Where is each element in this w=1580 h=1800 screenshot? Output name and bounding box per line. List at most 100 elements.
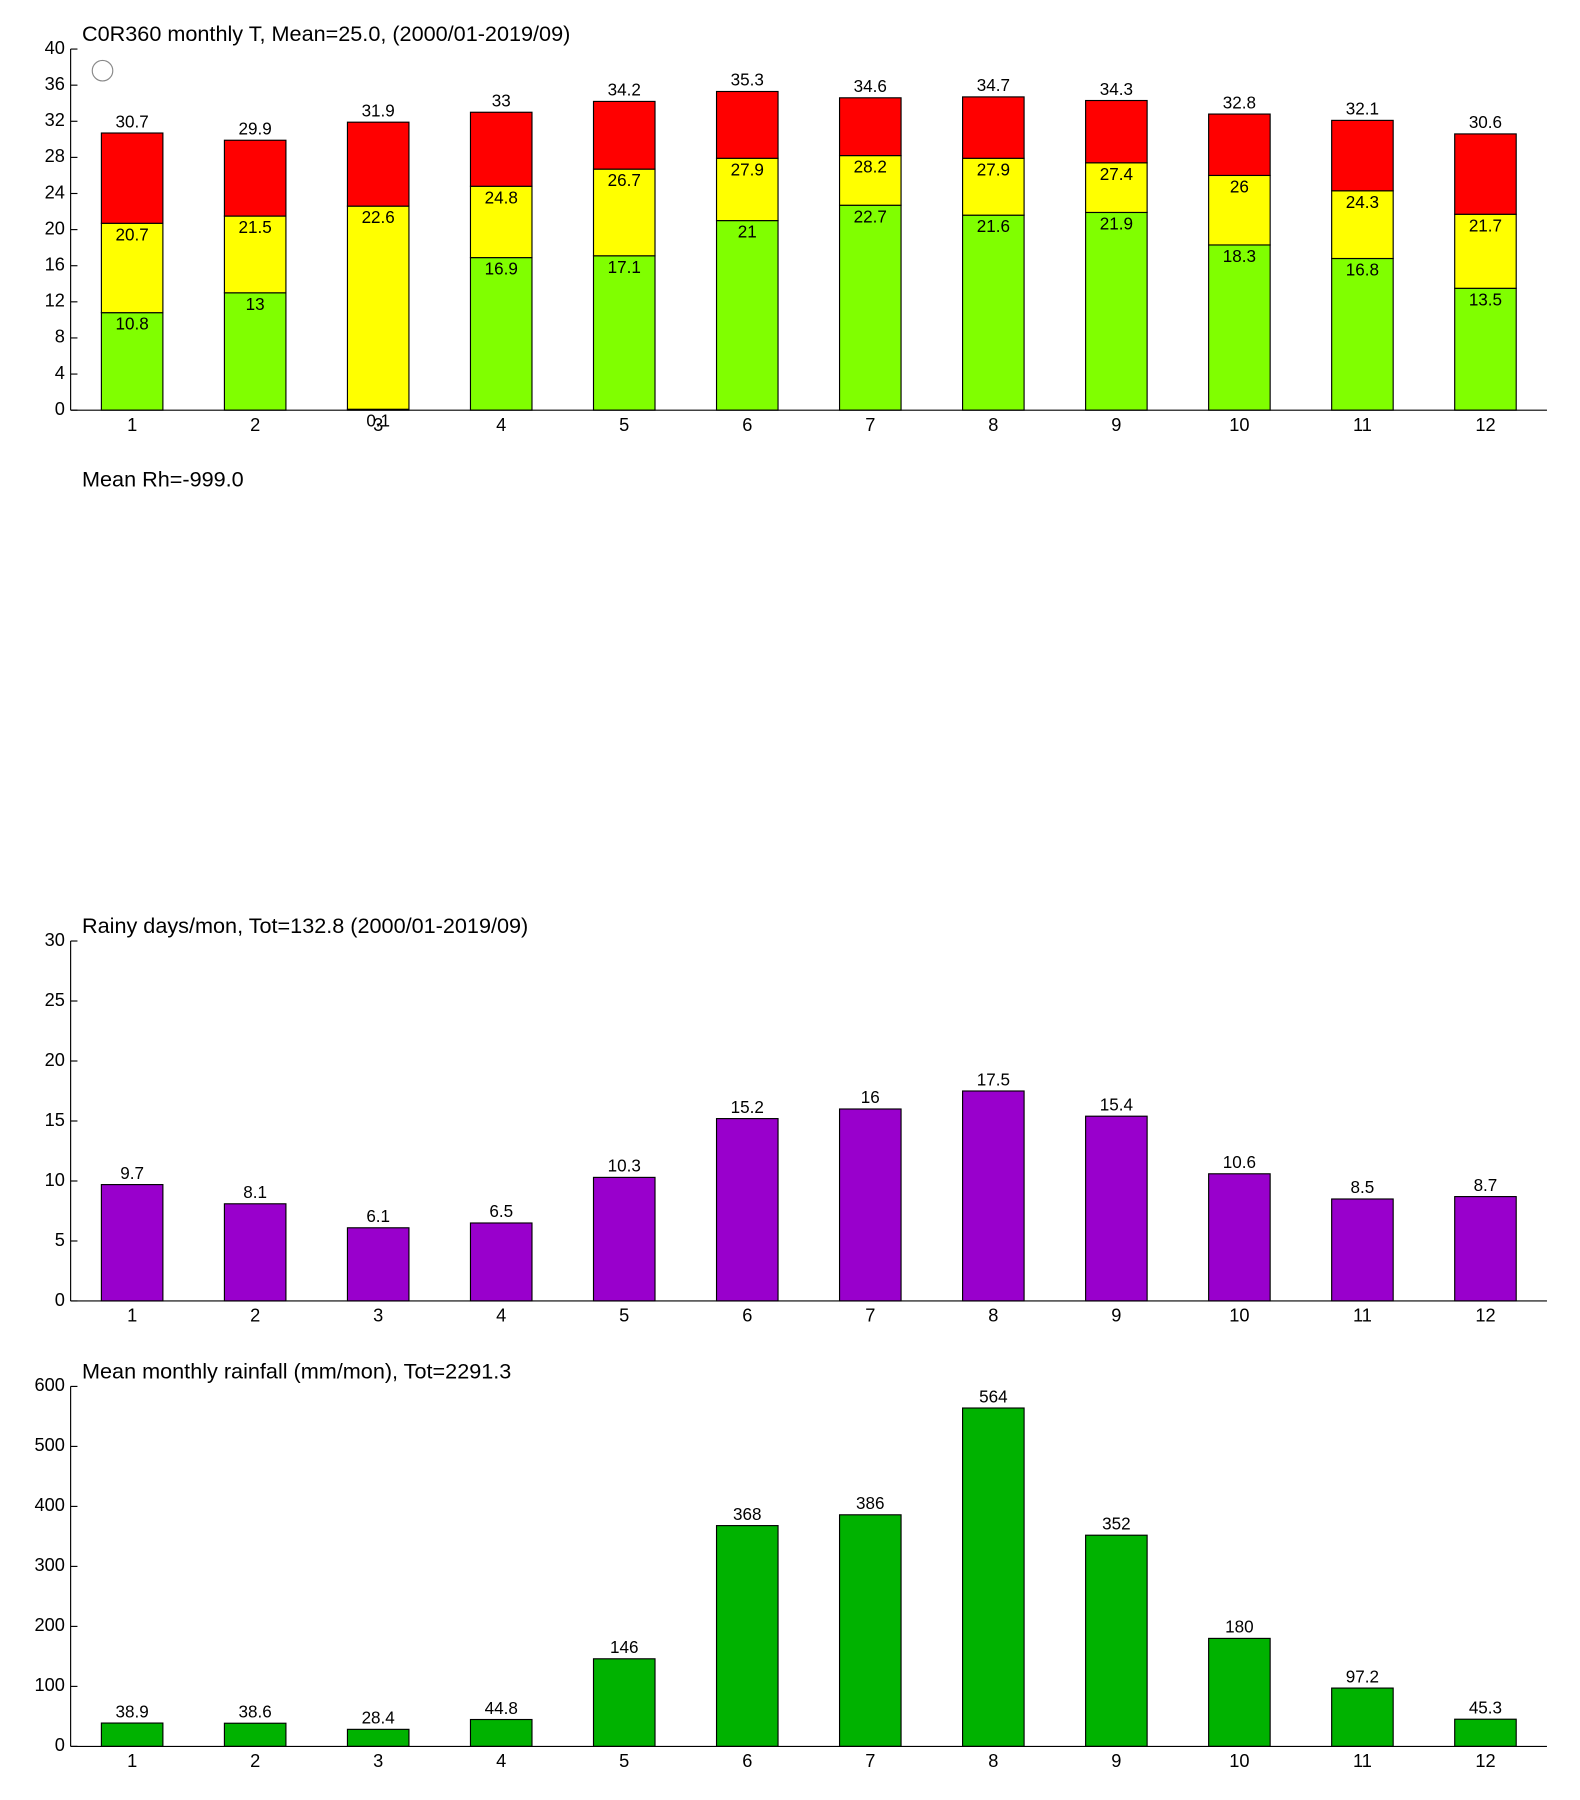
bar xyxy=(223,1203,287,1302)
value-label: 30.6 xyxy=(1469,113,1502,132)
value-label: 180 xyxy=(1225,1618,1254,1637)
y-tick-label: 36 xyxy=(45,74,65,94)
value-label: 15.2 xyxy=(731,1098,764,1117)
bar xyxy=(592,1176,656,1302)
x-tick-label: 10 xyxy=(1229,415,1249,435)
y-tick-label: 0 xyxy=(55,399,65,419)
bar xyxy=(838,1108,902,1302)
value-label: 21.6 xyxy=(977,217,1010,236)
bar-segment xyxy=(962,96,1025,159)
bar-segment xyxy=(100,312,164,411)
x-tick-label: 3 xyxy=(373,415,383,435)
value-label: 13.5 xyxy=(1469,290,1502,309)
x-tick-label: 4 xyxy=(496,415,506,435)
y-tick-label: 20 xyxy=(45,218,65,238)
value-label: 10.8 xyxy=(116,315,149,334)
value-label: 22.6 xyxy=(362,208,395,227)
bar-segment xyxy=(838,204,902,411)
y-tick-label: 28 xyxy=(45,146,65,166)
value-label: 32.8 xyxy=(1223,93,1256,112)
bar-segment xyxy=(469,257,533,411)
bar xyxy=(962,1090,1025,1302)
value-label: 17.1 xyxy=(608,258,641,277)
bar xyxy=(592,1658,656,1747)
value-label: 24.8 xyxy=(485,188,518,207)
bar-segment xyxy=(1331,119,1394,192)
bar xyxy=(838,1514,902,1747)
value-label: 21.5 xyxy=(239,218,272,237)
bar-segment xyxy=(592,100,656,170)
y-tick-label: 30 xyxy=(45,930,65,950)
value-label: 97.2 xyxy=(1346,1667,1379,1686)
chart-title: Rainy days/mon, Tot=132.8 (2000/01-2019/… xyxy=(82,913,528,938)
value-label: 10.3 xyxy=(608,1157,641,1176)
value-label: 38.6 xyxy=(239,1702,272,1721)
value-label: 146 xyxy=(610,1638,639,1657)
bar xyxy=(1454,1196,1517,1302)
x-tick-label: 3 xyxy=(373,1751,383,1771)
y-tick-label: 100 xyxy=(35,1675,65,1695)
value-label: 16.9 xyxy=(485,260,518,279)
bar xyxy=(1085,1534,1148,1747)
y-tick-label: 8 xyxy=(55,327,65,347)
value-label: 21.9 xyxy=(1100,215,1133,234)
bar-segment xyxy=(223,139,287,217)
x-tick-label: 7 xyxy=(865,1306,875,1326)
bar-segment xyxy=(1331,190,1394,260)
value-label: 29.9 xyxy=(239,119,272,138)
value-label: 17.5 xyxy=(977,1070,1010,1089)
value-label: 564 xyxy=(979,1387,1008,1406)
bar-segment xyxy=(1208,113,1271,177)
bar xyxy=(1208,1637,1271,1747)
x-tick-label: 12 xyxy=(1475,1306,1495,1326)
bar-segment xyxy=(346,205,410,410)
bar-segment xyxy=(715,220,779,411)
value-label: 8.7 xyxy=(1474,1176,1498,1195)
bar xyxy=(1085,1115,1148,1302)
x-tick-label: 8 xyxy=(988,415,998,435)
x-tick-label: 7 xyxy=(865,415,875,435)
x-tick-label: 8 xyxy=(988,1306,998,1326)
y-tick-label: 24 xyxy=(45,182,65,202)
value-label: 27.9 xyxy=(977,160,1010,179)
bar-segment xyxy=(1331,257,1394,411)
x-tick-label: 5 xyxy=(619,1306,629,1326)
x-tick-label: 3 xyxy=(373,1306,383,1326)
value-label: 32.1 xyxy=(1346,100,1379,119)
bar xyxy=(469,1222,533,1302)
bar-segment xyxy=(592,168,656,257)
x-tick-label: 8 xyxy=(988,1751,998,1771)
x-tick-label: 2 xyxy=(250,415,260,435)
value-label: 30.7 xyxy=(116,112,149,131)
x-tick-label: 5 xyxy=(619,415,629,435)
y-tick-label: 300 xyxy=(35,1555,65,1575)
y-tick-label: 25 xyxy=(45,990,65,1010)
bar-segment xyxy=(1454,133,1517,215)
value-label: 9.7 xyxy=(120,1164,144,1183)
value-label: 24.3 xyxy=(1346,193,1379,212)
x-tick-label: 11 xyxy=(1353,415,1372,435)
bar-segment xyxy=(962,157,1025,216)
y-tick-label: 0 xyxy=(55,1735,65,1755)
value-label: 44.8 xyxy=(485,1699,518,1718)
value-label: 34.7 xyxy=(977,76,1010,95)
x-tick-label: 10 xyxy=(1229,1306,1249,1326)
value-label: 16.8 xyxy=(1346,261,1379,280)
x-tick-label: 1 xyxy=(127,1306,137,1326)
value-label: 8.1 xyxy=(243,1183,267,1202)
bar-segment xyxy=(223,292,287,411)
y-tick-label: 4 xyxy=(55,363,65,383)
bar xyxy=(1208,1173,1271,1302)
x-tick-label: 4 xyxy=(496,1306,506,1326)
x-tick-label: 6 xyxy=(742,1751,752,1771)
y-tick-label: 500 xyxy=(35,1435,65,1455)
x-tick-label: 7 xyxy=(865,1751,875,1771)
y-tick-label: 12 xyxy=(45,291,65,311)
x-tick-label: 6 xyxy=(742,415,752,435)
bar xyxy=(100,1722,164,1747)
x-tick-label: 9 xyxy=(1111,415,1121,435)
bar xyxy=(715,1118,779,1302)
value-label: 16 xyxy=(861,1088,880,1107)
